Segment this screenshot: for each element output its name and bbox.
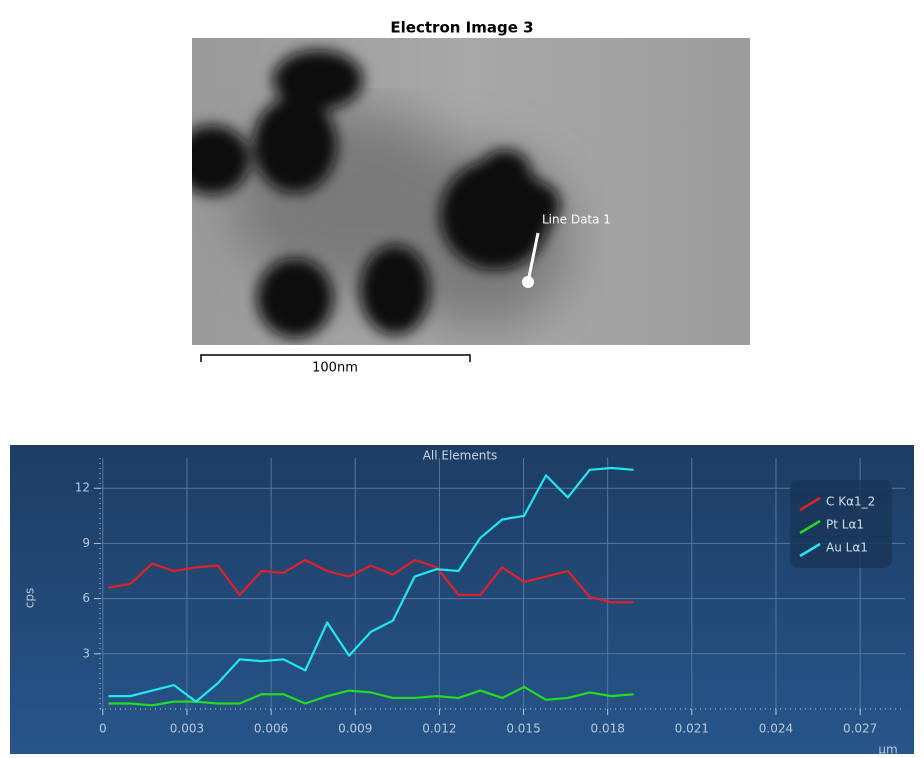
x-tick-label: 0.027 bbox=[843, 722, 877, 736]
x-axis-label: μm bbox=[878, 743, 897, 755]
y-axis-label: cps bbox=[23, 588, 37, 608]
x-tick-label: 0.003 bbox=[170, 722, 204, 736]
page: Electron Image 3 Line Data 1 100nm All E… bbox=[0, 0, 924, 754]
chart-title: All Elements bbox=[423, 449, 498, 463]
scale-label: 100nm bbox=[312, 361, 358, 376]
y-tick-label: 3 bbox=[82, 646, 90, 660]
x-tick-label: 0.006 bbox=[254, 722, 288, 736]
legend-label: Pt Lα1 bbox=[826, 518, 864, 532]
electron-image: Line Data 1 bbox=[174, 38, 750, 345]
x-tick-label: 0.012 bbox=[422, 722, 456, 736]
y-tick-label: 9 bbox=[82, 536, 90, 550]
x-tick-label: 0.009 bbox=[338, 722, 372, 736]
y-tick-label: 12 bbox=[75, 481, 90, 495]
x-tick-label: 0.018 bbox=[591, 722, 625, 736]
x-tick-label: 0 bbox=[99, 722, 107, 736]
annotation: Line Data 1 bbox=[542, 213, 611, 227]
x-tick-label: 0.024 bbox=[759, 722, 793, 736]
image-title: Electron Image 3 bbox=[390, 19, 533, 37]
x-tick-label: 0.021 bbox=[675, 722, 709, 736]
x-tick-label: 0.015 bbox=[506, 722, 540, 736]
chart-panel bbox=[10, 445, 914, 754]
legend-label: Au Lα1 bbox=[826, 541, 868, 555]
screen: Electron Image 3 Line Data 1 100nm All E… bbox=[0, 0, 924, 754]
legend-label: C Kα1_2 bbox=[826, 495, 875, 509]
y-tick-label: 6 bbox=[82, 591, 90, 605]
